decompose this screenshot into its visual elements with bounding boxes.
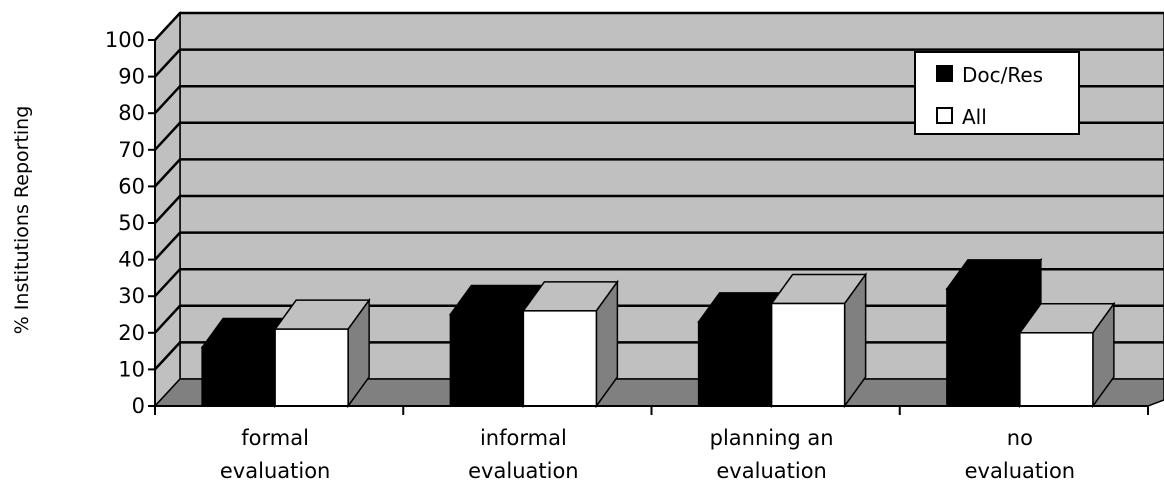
gridline-50 xyxy=(154,194,1164,224)
y-tick-label: 60 xyxy=(118,174,145,198)
gridlines xyxy=(154,11,1164,371)
bar-all-0 xyxy=(273,297,371,409)
bar-front xyxy=(770,302,846,407)
gridline-90 xyxy=(154,48,1164,78)
category-labels: formal evaluation informal evaluation planni… xyxy=(220,426,1075,482)
gridline-40 xyxy=(154,231,1164,261)
bars xyxy=(200,257,1116,409)
bar-front xyxy=(449,313,525,407)
category-label: no xyxy=(1007,426,1033,450)
bar-front xyxy=(697,321,773,407)
gridline-100 xyxy=(154,11,1164,41)
y-tick-label: 30 xyxy=(118,284,145,308)
bar-all-3 xyxy=(1018,301,1116,409)
axes xyxy=(148,39,1149,415)
bar-front xyxy=(522,310,598,407)
legend: Doc/Res All xyxy=(914,51,1080,135)
bar-all-1 xyxy=(521,279,619,409)
legend-entry: Doc/Res xyxy=(962,63,1043,87)
gridline-30 xyxy=(154,267,1164,298)
category-label: evaluation xyxy=(965,459,1075,482)
y-tick-labels: 0 10 20 30 40 50 60 70 80 90 100 xyxy=(105,28,145,418)
category-label: evaluation xyxy=(716,459,826,482)
bar-all-2 xyxy=(770,272,868,409)
y-tick-label: 100 xyxy=(105,28,145,52)
category-label: planning an xyxy=(710,426,834,450)
bar-front xyxy=(274,328,349,407)
category-label: evaluation xyxy=(220,459,330,482)
legend-swatch xyxy=(936,107,953,124)
y-tick-label: 70 xyxy=(118,138,145,162)
y-tick-label: 20 xyxy=(118,321,145,345)
gridline-60 xyxy=(154,158,1164,188)
category-label: formal xyxy=(241,426,309,450)
legend-swatch xyxy=(936,65,953,82)
legend-entry: All xyxy=(962,105,987,129)
y-tick-label: 90 xyxy=(118,65,145,89)
y-tick-label: 10 xyxy=(118,357,145,381)
y-tick-label: 50 xyxy=(118,211,145,235)
gridline-70 xyxy=(154,121,1164,151)
y-axis-title: % Institutions Reporting xyxy=(11,106,33,335)
y-tick-label: 40 xyxy=(118,248,145,272)
category-label: informal xyxy=(480,426,567,450)
bar-front xyxy=(1019,332,1094,407)
category-label: evaluation xyxy=(468,459,578,482)
y-tick-label: 0 xyxy=(132,394,145,418)
y-tick-label: 80 xyxy=(118,101,145,125)
bar-front xyxy=(201,346,276,407)
bar-front xyxy=(946,288,1021,407)
gridline-80 xyxy=(154,84,1164,115)
